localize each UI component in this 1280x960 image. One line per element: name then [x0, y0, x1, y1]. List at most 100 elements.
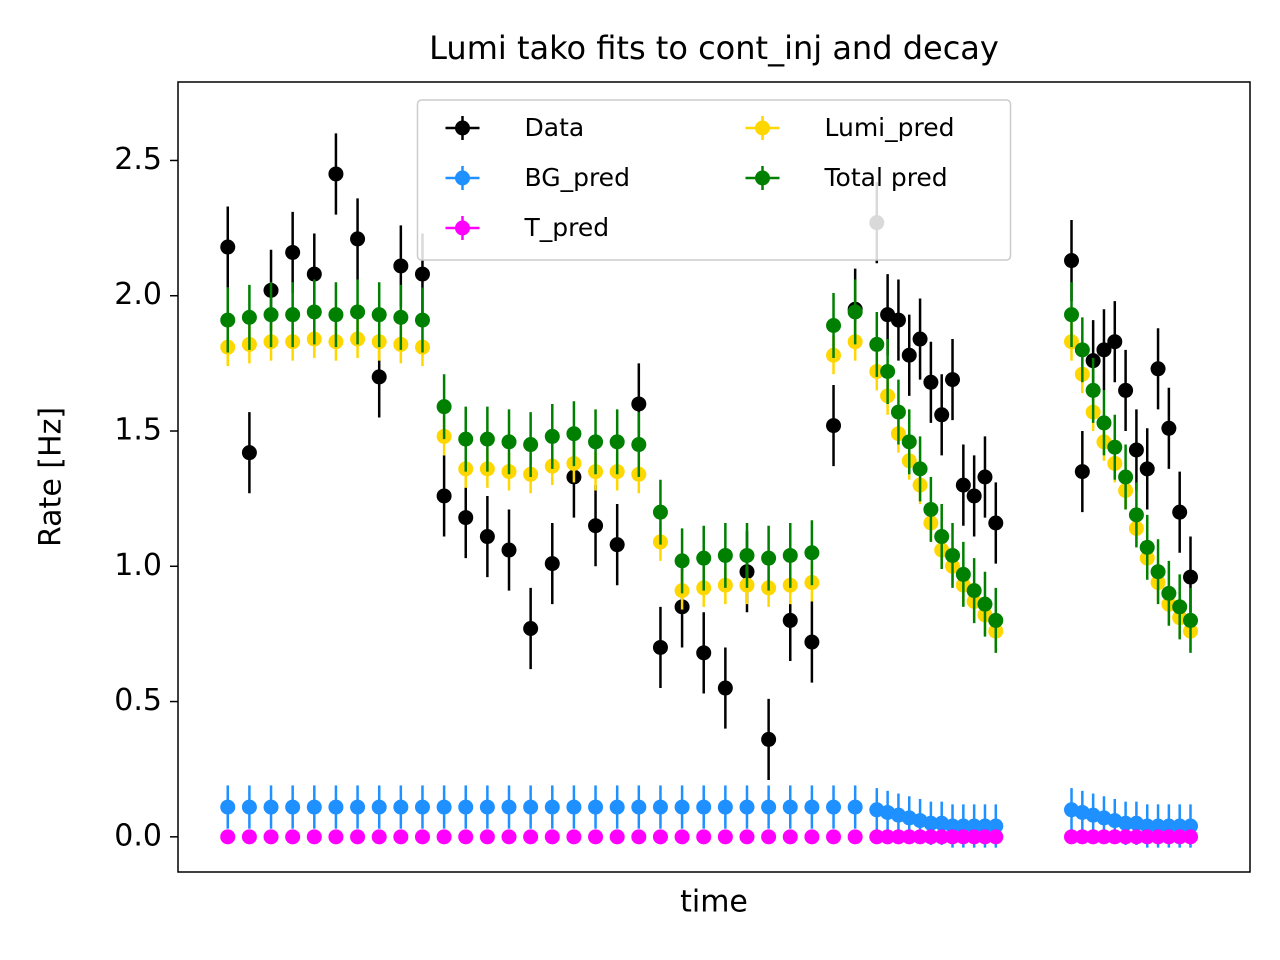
data-point — [696, 829, 712, 845]
data-point — [804, 545, 820, 561]
data-point — [371, 369, 387, 385]
legend-marker — [755, 120, 770, 136]
data-point — [1172, 599, 1188, 615]
data-point — [414, 312, 430, 328]
data-point — [371, 799, 387, 815]
data-point — [890, 404, 906, 420]
data-point — [523, 621, 539, 637]
data-point — [934, 407, 950, 423]
y-tick-label: 1.5 — [114, 413, 162, 448]
data-point — [869, 336, 885, 352]
data-point — [696, 550, 712, 566]
data-point — [761, 731, 777, 747]
data-point — [782, 799, 798, 815]
data-point — [977, 818, 993, 834]
data-point — [739, 799, 755, 815]
data-point — [782, 829, 798, 845]
data-point — [1096, 829, 1112, 845]
data-point — [436, 799, 452, 815]
data-point — [285, 799, 301, 815]
data-point — [761, 829, 777, 845]
data-point — [479, 431, 495, 447]
data-point — [350, 231, 366, 247]
data-point — [566, 799, 582, 815]
data-point — [761, 550, 777, 566]
data-point — [955, 566, 971, 582]
data-point — [674, 799, 690, 815]
data-point — [393, 799, 409, 815]
data-point — [523, 799, 539, 815]
data-point — [306, 829, 322, 845]
data-point — [717, 829, 733, 845]
data-point — [1161, 420, 1177, 436]
data-point — [631, 396, 647, 412]
data-point — [652, 504, 668, 520]
data-point — [1118, 829, 1134, 845]
data-point — [609, 537, 625, 553]
data-point — [1074, 464, 1090, 480]
data-point — [328, 307, 344, 323]
data-point — [306, 266, 322, 282]
data-point — [1150, 361, 1166, 377]
data-point — [588, 434, 604, 450]
legend-marker — [455, 220, 470, 236]
data-point — [588, 829, 604, 845]
x-axis-label: time — [680, 885, 748, 920]
data-point — [923, 829, 939, 845]
data-point — [1183, 612, 1199, 628]
data-point — [696, 645, 712, 661]
data-point — [371, 307, 387, 323]
data-point — [1064, 253, 1080, 269]
legend-box — [416, 99, 1012, 261]
plot-area — [220, 133, 1199, 848]
data-point — [1139, 461, 1155, 477]
data-point — [458, 510, 474, 526]
data-point — [350, 304, 366, 320]
data-point — [696, 799, 712, 815]
data-point — [912, 829, 928, 845]
data-point — [393, 258, 409, 274]
data-point — [890, 829, 906, 845]
data-point — [285, 829, 301, 845]
data-point — [263, 307, 279, 323]
data-point — [220, 799, 236, 815]
data-point — [1150, 829, 1166, 845]
y-tick-label: 2.5 — [114, 142, 162, 177]
legend-label: Total pred — [824, 163, 948, 192]
data-point — [566, 829, 582, 845]
data-point — [966, 583, 982, 599]
data-point — [1183, 818, 1199, 834]
legend-label: Lumi_pred — [825, 113, 955, 142]
data-point — [739, 829, 755, 845]
data-point — [674, 553, 690, 569]
data-point — [717, 547, 733, 563]
y-tick-label: 2.0 — [114, 277, 162, 312]
data-point — [1183, 569, 1199, 585]
data-point — [523, 829, 539, 845]
data-point — [1139, 818, 1155, 834]
data-point — [880, 363, 896, 379]
data-point — [501, 434, 517, 450]
data-point — [1150, 818, 1166, 834]
data-point — [988, 515, 1004, 531]
data-point — [1107, 334, 1123, 350]
data-point — [1085, 829, 1101, 845]
legend-marker — [755, 170, 770, 186]
data-point — [945, 372, 961, 388]
data-point — [1118, 469, 1134, 485]
data-point — [501, 829, 517, 845]
data-point — [436, 399, 452, 415]
data-point — [847, 829, 863, 845]
y-tick-label: 1.0 — [114, 548, 162, 583]
data-point — [761, 799, 777, 815]
chart-title: Lumi tako fits to cont_inj and decay — [429, 29, 999, 67]
data-point — [955, 477, 971, 493]
legend-marker — [455, 120, 470, 136]
data-point — [436, 829, 452, 845]
data-point — [1118, 382, 1134, 398]
data-point — [523, 437, 539, 453]
data-point — [588, 799, 604, 815]
data-point — [1064, 307, 1080, 323]
legend-label: Data — [525, 113, 585, 142]
